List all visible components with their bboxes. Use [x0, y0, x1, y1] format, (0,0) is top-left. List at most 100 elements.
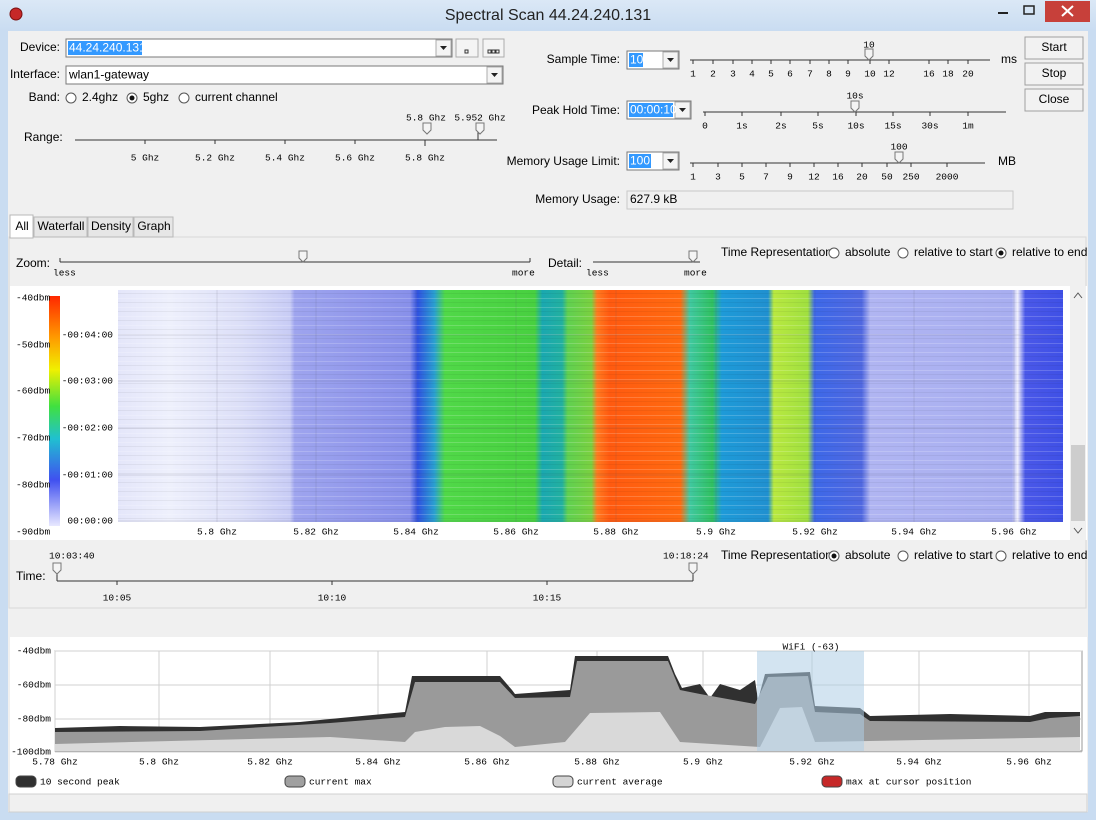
peak-hold-scale-tick-label: 1s	[736, 121, 747, 132]
sample-time-scale-tick-label: 9	[845, 69, 851, 80]
band-radio[interactable]	[66, 93, 76, 103]
scrollbar-thumb[interactable]	[1071, 445, 1085, 521]
freq-label: 5.92 Ghz	[792, 527, 838, 538]
range-scale-tick-label: 5.8 Ghz	[405, 153, 445, 164]
close-button[interactable]	[1045, 1, 1090, 22]
time-label: Time:	[16, 569, 46, 583]
peak-hold-scale-tick-label: 0	[702, 121, 708, 132]
peak-hold-label: Peak Hold Time:	[532, 103, 620, 117]
waterfall-time-representation-option: relative to end	[1012, 245, 1087, 259]
device-button-multi[interactable]	[483, 39, 504, 57]
memory-limit-scale-tick-label: 9	[787, 172, 793, 183]
graph-dbm-label: -80dbm	[17, 714, 52, 725]
dbm-label: -60dbm	[16, 386, 51, 397]
tab-label[interactable]: Density	[91, 219, 131, 233]
freq-label: 5.96 Ghz	[991, 527, 1037, 538]
memory-limit-dropdown-value: 100	[630, 154, 650, 168]
graph-freq-label: 5.8 Ghz	[139, 757, 179, 768]
freq-label: 5.88 Ghz	[593, 527, 639, 538]
memory-usage-label: Memory Usage:	[535, 192, 620, 206]
sample-time-scale-tick-label: 20	[962, 69, 974, 80]
tab-label[interactable]: Graph	[137, 219, 170, 233]
device-button-single[interactable]	[456, 39, 478, 57]
band-radio[interactable]	[179, 93, 189, 103]
legend-swatch	[16, 776, 36, 787]
time-representation-option: relative to start	[914, 548, 993, 562]
sample-time-unit: ms	[1001, 52, 1017, 66]
range-label: Range:	[24, 130, 63, 144]
memory-limit-scale-tick-label: 16	[832, 172, 844, 183]
freq-label: 5.8 Ghz	[197, 527, 237, 538]
freq-label: 5.82 Ghz	[293, 527, 339, 538]
tab-label[interactable]: Waterfall	[38, 219, 85, 233]
band-option: current channel	[195, 90, 278, 104]
legend-swatch	[285, 776, 305, 787]
memory-limit-scale-tick-label: 3	[715, 172, 721, 183]
waterfall-time-representation-radio[interactable]	[829, 248, 839, 258]
range-handle-label: 5.8 Ghz	[406, 113, 446, 124]
waterfall-time-representation-radio-dot	[999, 251, 1004, 256]
sample-time-scale-tick-label: 1	[690, 69, 696, 80]
legend-label: current average	[577, 777, 663, 788]
memory-limit-scale-tick-label: 12	[808, 172, 820, 183]
sample-time-scale-tick-label: 4	[749, 69, 755, 80]
memory-limit-scale-tick-label: 7	[763, 172, 769, 183]
sample-time-scale-tick-label: 7	[807, 69, 813, 80]
memory-limit-scale-tick-label: 1	[690, 172, 696, 183]
tab-label[interactable]: All	[15, 219, 28, 233]
time-representation-option: absolute	[845, 548, 891, 562]
memory-limit-scale-tick-label: 20	[856, 172, 868, 183]
detail-max: more	[684, 268, 707, 279]
waterfall-time-representation-radio[interactable]	[898, 248, 908, 258]
memory-limit-unit: MB	[998, 154, 1016, 168]
graph-freq-label: 5.84 Ghz	[355, 757, 401, 768]
graph-freq-label: 5.78 Ghz	[32, 757, 78, 768]
zoom-label: Zoom:	[16, 256, 50, 270]
peak-hold-handle-label: 10s	[846, 91, 863, 102]
legend-swatch	[822, 776, 842, 787]
action-button-label[interactable]: Stop	[1042, 66, 1067, 80]
zoom-min: less	[53, 268, 76, 279]
graph-freq-label: 5.96 Ghz	[1006, 757, 1052, 768]
graph-dbm-label: -60dbm	[17, 680, 52, 691]
status-bar	[9, 794, 1087, 812]
sample-time-scale-tick-label: 6	[787, 69, 793, 80]
sample-time-scale-tick-label: 5	[768, 69, 774, 80]
time-representation-radio[interactable]	[898, 551, 908, 561]
window-title: Spectral Scan 44.24.240.131	[445, 7, 651, 24]
peak-hold-scale-tick-label: 10s	[847, 121, 864, 132]
graph-dbm-label: -100dbm	[11, 747, 51, 758]
color-scale	[49, 296, 60, 526]
waterfall-texture	[118, 290, 1063, 522]
memory-limit-handle-label: 100	[890, 142, 907, 153]
time-tick-label: 10:10	[318, 593, 347, 604]
sample-time-label: Sample Time:	[547, 52, 620, 66]
sample-time-dropdown-value: 10	[630, 53, 644, 67]
detail-label: Detail:	[548, 256, 582, 270]
time-representation-option: relative to end	[1012, 548, 1087, 562]
dbm-label: -70dbm	[16, 433, 51, 444]
graph-freq-label: 5.86 Ghz	[464, 757, 510, 768]
legend-label: 10 second peak	[40, 777, 120, 788]
graph-annotation: WiFi (-63)	[782, 642, 839, 653]
peak-hold-scale-tick-label: 1m	[962, 121, 974, 132]
time-representation-radio[interactable]	[996, 551, 1006, 561]
peak-hold-scale-tick-label: 30s	[921, 121, 938, 132]
peak-hold-scale-tick-label: 5s	[812, 121, 823, 132]
range-scale-tick-label: 5.6 Ghz	[335, 153, 375, 164]
memory-limit-scale-tick-label: 250	[902, 172, 919, 183]
band-option: 2.4ghz	[82, 90, 118, 104]
freq-label: 5.9 Ghz	[696, 527, 736, 538]
graph-freq-label: 5.88 Ghz	[574, 757, 620, 768]
peak-hold-scale-tick-label: 15s	[884, 121, 901, 132]
memory-usage-value: 627.9 kB	[630, 192, 677, 206]
action-button-label[interactable]: Close	[1039, 92, 1070, 106]
memory-limit-scale-tick-label: 2000	[936, 172, 959, 183]
graph-freq-label: 5.92 Ghz	[789, 757, 835, 768]
range-scale-tick-label: 5.2 Ghz	[195, 153, 235, 164]
wifi-highlight	[757, 651, 864, 751]
action-button-label[interactable]: Start	[1041, 40, 1067, 54]
time-label: -00:03:00	[62, 376, 114, 387]
sample-time-scale-tick-label: 2	[710, 69, 716, 80]
